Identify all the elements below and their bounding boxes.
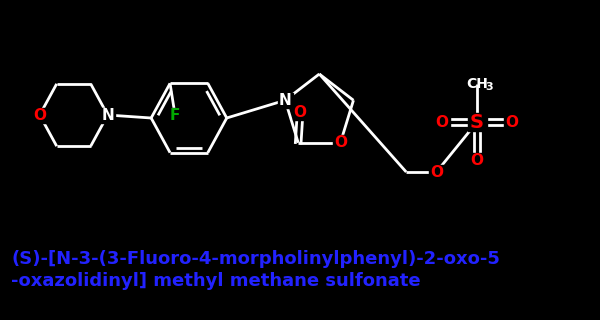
Text: N: N (279, 93, 292, 108)
Bar (470, 153, 485, 167)
Text: O: O (470, 153, 484, 167)
Bar (333, 135, 348, 150)
Bar (429, 164, 444, 180)
Bar (467, 113, 487, 131)
Bar (434, 115, 449, 130)
Text: O: O (506, 115, 518, 130)
Text: (S)-[N-3-(3-Fluoro-4-morpholinylphenyl)-2-oxo-5: (S)-[N-3-(3-Fluoro-4-morpholinylphenyl)-… (11, 250, 500, 268)
Text: O: O (430, 164, 443, 180)
Bar (278, 93, 293, 108)
Text: O: O (334, 135, 347, 150)
Text: O: O (33, 108, 46, 123)
Text: 3: 3 (485, 82, 493, 92)
Text: O: O (293, 105, 307, 120)
Bar (505, 115, 520, 130)
Text: N: N (101, 108, 114, 123)
Text: O: O (436, 115, 449, 130)
Text: S: S (470, 113, 484, 132)
Bar (31, 108, 48, 123)
Text: CH: CH (466, 77, 488, 91)
Bar (293, 105, 308, 120)
Text: -oxazolidinyl] methyl methane sulfonate: -oxazolidinyl] methyl methane sulfonate (11, 272, 421, 290)
Bar (167, 108, 182, 123)
Text: F: F (170, 108, 180, 123)
Bar (100, 108, 115, 123)
